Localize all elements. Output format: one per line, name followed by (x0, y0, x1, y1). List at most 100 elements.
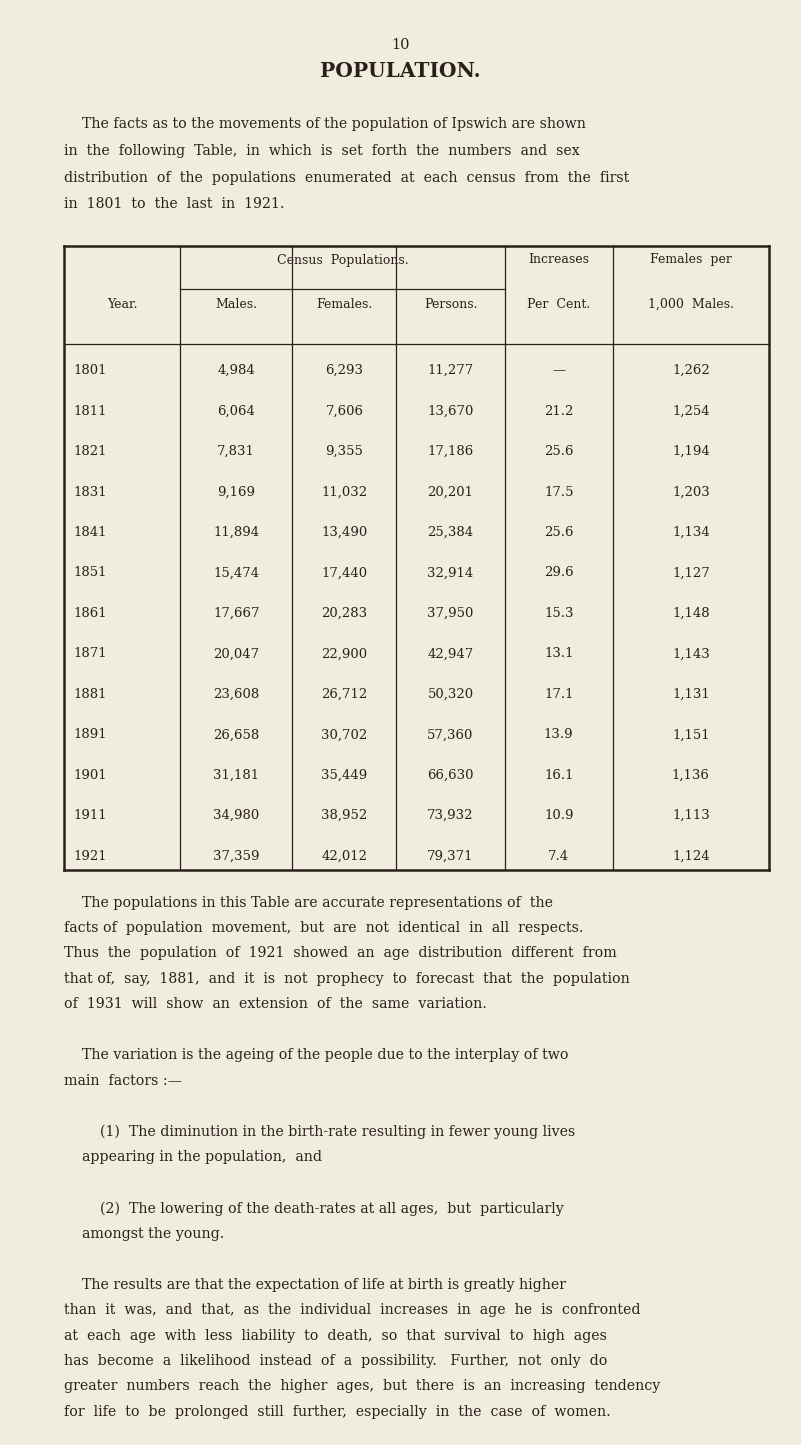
Text: 1,148: 1,148 (672, 607, 710, 620)
Text: amongst the young.: amongst the young. (64, 1227, 224, 1241)
Text: 26,658: 26,658 (213, 728, 260, 741)
Text: 23,608: 23,608 (213, 688, 260, 701)
Text: for  life  to  be  prolonged  still  further,  especially  in  the  case  of  wo: for life to be prolonged still further, … (64, 1405, 611, 1419)
Text: 1,143: 1,143 (672, 647, 710, 660)
Text: 1,124: 1,124 (672, 850, 710, 863)
Text: 9,169: 9,169 (217, 486, 256, 499)
Text: Thus  the  population  of  1921  showed  an  age  distribution  different  from: Thus the population of 1921 showed an ag… (64, 946, 617, 961)
Text: 10.9: 10.9 (544, 809, 574, 822)
Text: 9,355: 9,355 (325, 445, 364, 458)
Text: (2)  The lowering of the death-rates at all ages,  but  particularly: (2) The lowering of the death-rates at a… (64, 1202, 564, 1215)
Text: 29.6: 29.6 (544, 566, 574, 579)
Text: 42,947: 42,947 (428, 647, 473, 660)
Text: 34,980: 34,980 (213, 809, 260, 822)
Text: 13,490: 13,490 (321, 526, 368, 539)
Text: 17.1: 17.1 (544, 688, 574, 701)
Text: 4,984: 4,984 (217, 364, 256, 377)
Text: 11,032: 11,032 (321, 486, 368, 499)
Text: Increases: Increases (528, 253, 590, 266)
Text: 20,047: 20,047 (213, 647, 260, 660)
Text: 1901: 1901 (74, 769, 107, 782)
Text: 1921: 1921 (74, 850, 107, 863)
Text: main  factors :—: main factors :— (64, 1074, 182, 1088)
Text: 7,831: 7,831 (217, 445, 256, 458)
Text: 1,136: 1,136 (672, 769, 710, 782)
Text: 57,360: 57,360 (428, 728, 473, 741)
Text: 50,320: 50,320 (428, 688, 473, 701)
Text: —: — (552, 364, 566, 377)
Text: 1891: 1891 (74, 728, 107, 741)
Text: The results are that the expectation of life at birth is greatly higher: The results are that the expectation of … (64, 1279, 566, 1292)
Text: appearing in the population,  and: appearing in the population, and (64, 1150, 322, 1165)
Text: in  the  following  Table,  in  which  is  set  forth  the  numbers  and  sex: in the following Table, in which is set … (64, 143, 580, 158)
Text: 1811: 1811 (74, 405, 107, 418)
Text: 17,186: 17,186 (428, 445, 473, 458)
Text: at  each  age  with  less  liability  to  death,  so  that  survival  to  high  : at each age with less liability to death… (64, 1329, 607, 1342)
Text: 31,181: 31,181 (213, 769, 260, 782)
Text: 17,667: 17,667 (213, 607, 260, 620)
Text: Females.: Females. (316, 298, 372, 311)
Text: POPULATION.: POPULATION. (320, 61, 481, 81)
Text: 15.3: 15.3 (544, 607, 574, 620)
Text: 17.5: 17.5 (544, 486, 574, 499)
Text: 16.1: 16.1 (544, 769, 574, 782)
Text: (1)  The diminution in the birth-rate resulting in fewer young lives: (1) The diminution in the birth-rate res… (64, 1126, 575, 1139)
Text: 37,359: 37,359 (213, 850, 260, 863)
Text: of  1931  will  show  an  extension  of  the  same  variation.: of 1931 will show an extension of the sa… (64, 997, 487, 1012)
Text: 1,134: 1,134 (672, 526, 710, 539)
Text: 25,384: 25,384 (428, 526, 473, 539)
Text: 1831: 1831 (74, 486, 107, 499)
Text: in  1801  to  the  last  in  1921.: in 1801 to the last in 1921. (64, 197, 284, 211)
Text: 7.4: 7.4 (548, 850, 570, 863)
Text: 25.6: 25.6 (544, 526, 574, 539)
Text: 35,449: 35,449 (321, 769, 368, 782)
Text: 11,894: 11,894 (213, 526, 260, 539)
Text: 66,630: 66,630 (427, 769, 474, 782)
Text: 6,293: 6,293 (325, 364, 364, 377)
Text: greater  numbers  reach  the  higher  ages,  but  there  is  an  increasing  ten: greater numbers reach the higher ages, b… (64, 1380, 660, 1393)
Text: distribution  of  the  populations  enumerated  at  each  census  from  the  fir: distribution of the populations enumerat… (64, 171, 630, 185)
Text: 20,283: 20,283 (321, 607, 368, 620)
Text: 1,194: 1,194 (672, 445, 710, 458)
Text: 1821: 1821 (74, 445, 107, 458)
Text: Census  Populations.: Census Populations. (276, 254, 409, 267)
Text: 22,900: 22,900 (321, 647, 368, 660)
Text: 1,254: 1,254 (672, 405, 710, 418)
Text: Males.: Males. (215, 298, 257, 311)
Text: 42,012: 42,012 (321, 850, 368, 863)
Text: 1,151: 1,151 (672, 728, 710, 741)
Text: 1,127: 1,127 (672, 566, 710, 579)
Text: 13.1: 13.1 (544, 647, 574, 660)
Text: 20,201: 20,201 (428, 486, 473, 499)
Text: Per  Cent.: Per Cent. (527, 298, 590, 311)
Text: 30,702: 30,702 (321, 728, 368, 741)
Text: 1,113: 1,113 (672, 809, 710, 822)
Text: 73,932: 73,932 (427, 809, 474, 822)
Text: Females  per: Females per (650, 253, 732, 266)
Text: 11,277: 11,277 (428, 364, 473, 377)
Text: 37,950: 37,950 (428, 607, 473, 620)
Text: facts of  population  movement,  but  are  not  identical  in  all  respects.: facts of population movement, but are no… (64, 922, 584, 935)
Text: 1861: 1861 (74, 607, 107, 620)
Text: 1801: 1801 (74, 364, 107, 377)
Text: The facts as to the movements of the population of Ipswich are shown: The facts as to the movements of the pop… (64, 117, 586, 131)
Text: 17,440: 17,440 (321, 566, 368, 579)
Text: 10: 10 (391, 38, 410, 52)
Text: 1,000  Males.: 1,000 Males. (648, 298, 734, 311)
Text: The variation is the ageing of the people due to the interplay of two: The variation is the ageing of the peopl… (64, 1049, 569, 1062)
Text: 26,712: 26,712 (321, 688, 368, 701)
Text: Persons.: Persons. (424, 298, 477, 311)
Text: Year.: Year. (107, 298, 138, 311)
Text: The populations in this Table are accurate representations of  the: The populations in this Table are accura… (64, 896, 553, 910)
Text: has  become  a  likelihood  instead  of  a  possibility.   Further,  not  only  : has become a likelihood instead of a pos… (64, 1354, 607, 1368)
Text: 15,474: 15,474 (213, 566, 260, 579)
Text: 79,371: 79,371 (427, 850, 474, 863)
Text: than  it  was,  and  that,  as  the  individual  increases  in  age  he  is  con: than it was, and that, as the individual… (64, 1303, 641, 1318)
Text: 25.6: 25.6 (544, 445, 574, 458)
Text: 13.9: 13.9 (544, 728, 574, 741)
Text: 6,064: 6,064 (217, 405, 256, 418)
Text: 7,606: 7,606 (325, 405, 364, 418)
Text: 1841: 1841 (74, 526, 107, 539)
Text: 1,203: 1,203 (672, 486, 710, 499)
Text: 38,952: 38,952 (321, 809, 368, 822)
